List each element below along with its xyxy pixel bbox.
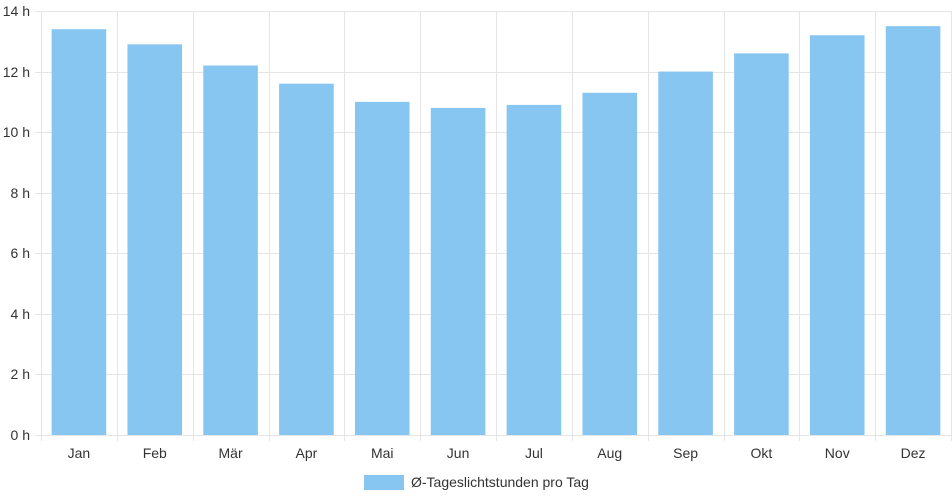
x-tick-label: Apr [296,445,318,461]
x-tick-label: Mai [371,445,394,461]
legend-label: Ø-Tageslichtstunden pro Tag [411,474,589,490]
bar-10[interactable] [809,35,865,435]
bar-2[interactable] [203,65,258,435]
y-tick-label: 6 h [11,245,30,261]
x-tick-label: Jul [525,445,543,461]
legend[interactable]: Ø-Tageslichtstunden pro Tag [364,474,589,490]
bar-8[interactable] [658,71,713,436]
y-tick-label: 10 h [3,124,30,140]
x-tick-label: Sep [673,445,698,461]
x-tick-label: Dez [901,445,926,461]
x-tick-label: Aug [597,445,622,461]
x-tick-label: Jan [68,445,91,461]
y-tick-label: 4 h [11,306,30,322]
y-tick-label: 14 h [3,3,30,19]
y-tick-label: 12 h [3,64,30,80]
y-tick-label: 2 h [11,366,30,382]
bar-6[interactable] [506,104,562,435]
bar-series [51,26,941,436]
x-tick-label: Jun [447,445,470,461]
bar-3[interactable] [279,83,334,435]
x-tick-label: Okt [751,445,773,461]
x-tick-label: Feb [143,445,167,461]
legend-swatch [364,475,404,490]
x-tick-label: Nov [825,445,850,461]
bar-9[interactable] [734,53,789,436]
bar-1[interactable] [127,44,183,436]
bar-0[interactable] [51,29,107,436]
grid-lines [35,11,952,441]
x-axis-ticks: Jan Feb Mär Apr Mai Jun Jul Aug Sep Okt Nov Dez [68,445,926,461]
y-axis-ticks: 0 h 2 h 4 h 6 h 8 h 10 h 12 h 14 h [3,3,30,443]
bar-5[interactable] [430,107,486,436]
x-tick-label: Mär [219,445,243,461]
y-tick-label: 8 h [11,185,30,201]
bar-11[interactable] [885,26,941,436]
bar-4[interactable] [354,101,410,435]
bar-7[interactable] [582,92,638,436]
y-tick-label: 0 h [11,427,30,443]
